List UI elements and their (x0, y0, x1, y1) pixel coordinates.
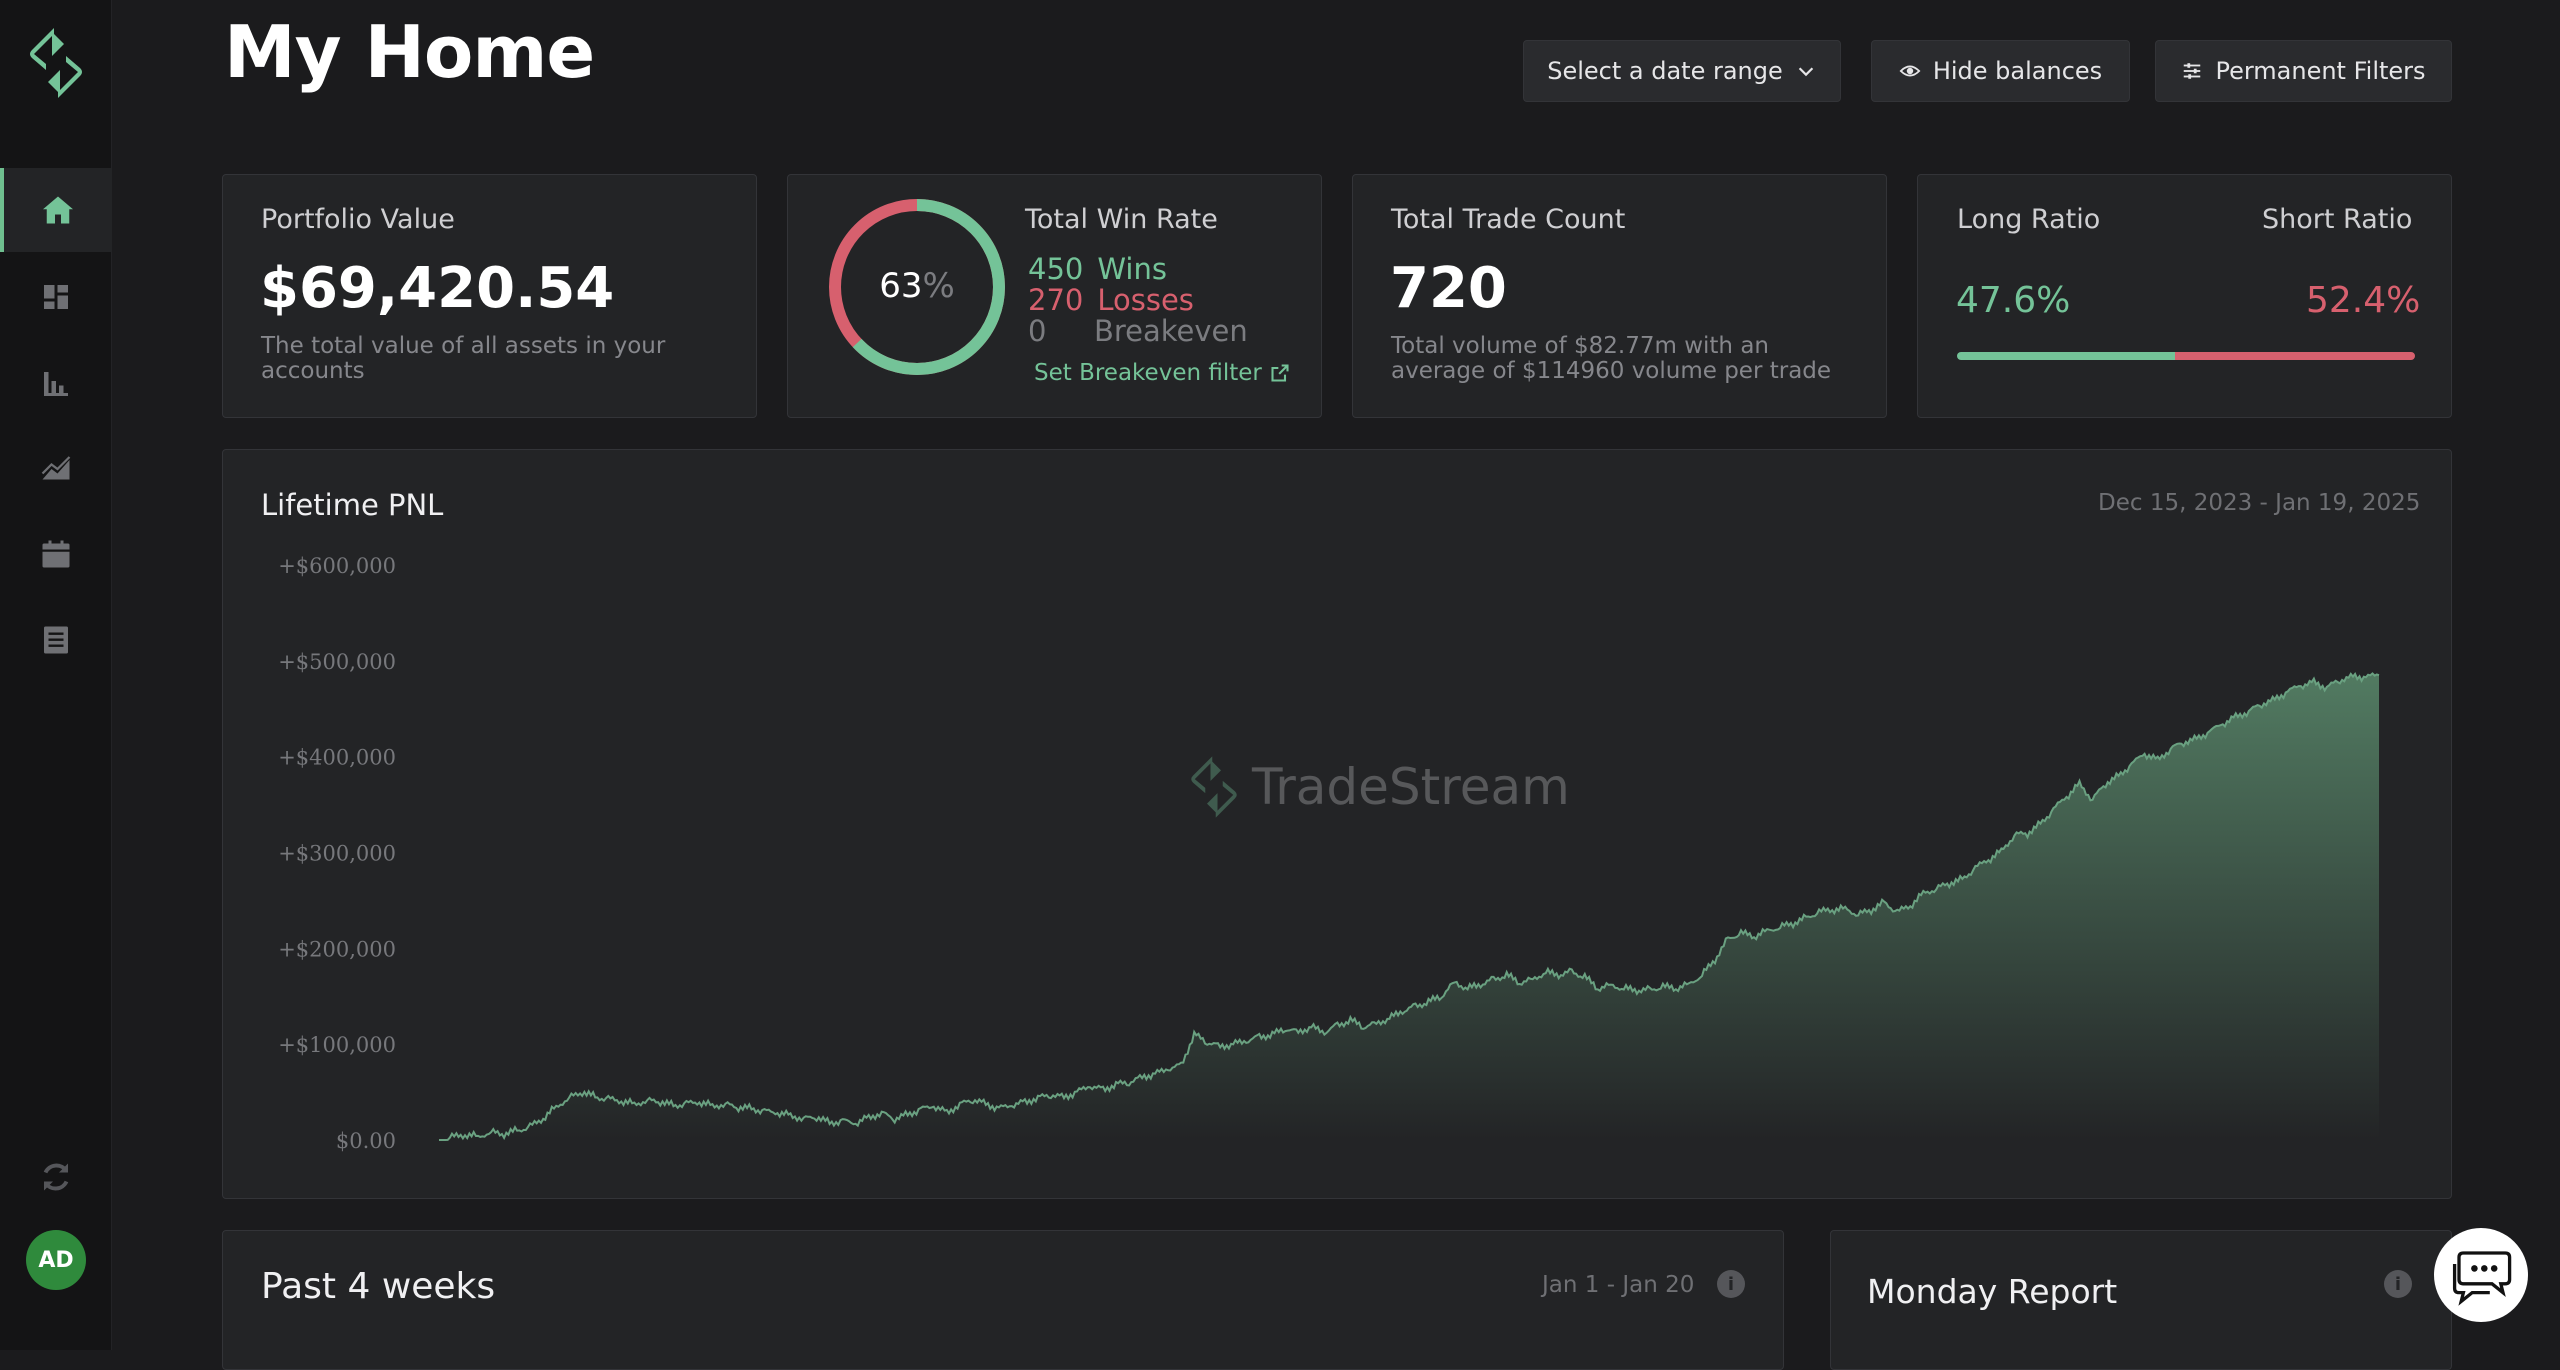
long-short-ratio-card (1917, 174, 2452, 418)
watermark-logo-icon (1191, 756, 1237, 818)
permanent-filters-button[interactable]: Permanent Filters (2155, 40, 2452, 102)
y-axis-ticks: +$600,000 +$500,000 +$400,000 +$300,000 +$20… (278, 554, 396, 1153)
lifetime-pnl-chart: +$600,000 +$500,000 +$400,000 +$300,000 +$20… (278, 554, 2380, 1153)
nav-dashboard[interactable] (0, 255, 112, 339)
losses-count: 270 (1028, 283, 1084, 317)
nav-analytics[interactable] (0, 427, 112, 511)
chat-button[interactable] (2434, 1228, 2528, 1322)
portfolio-value-label: Portfolio Value (261, 204, 455, 235)
y-tick-label: +$100,000 (278, 1033, 396, 1057)
wins-arc (829, 199, 1005, 375)
wins-count: 450 (1028, 252, 1084, 286)
user-avatar[interactable]: AD (26, 1230, 86, 1290)
wins-label: Wins (1097, 252, 1167, 286)
permanent-filters-label: Permanent Filters (2215, 57, 2426, 85)
nav-journal[interactable] (0, 598, 112, 682)
y-tick-label: $0.00 (336, 1129, 396, 1153)
portfolio-value-card (222, 174, 757, 418)
pnl-line (439, 671, 2380, 1141)
page-title: My Home (224, 10, 595, 94)
y-tick-label: +$300,000 (278, 842, 396, 866)
trade-count-description: Total volume of $82.77m with an average … (1391, 333, 1832, 384)
short-ratio-label: Short Ratio (2262, 204, 2413, 235)
y-tick-label: +$500,000 (278, 650, 396, 674)
long-ratio-label: Long Ratio (1957, 204, 2101, 235)
win-rate-percent: 63% (826, 266, 1008, 306)
short-ratio-fill (2175, 352, 2415, 360)
chevron-down-icon (1798, 67, 1813, 77)
tradestream-logo-icon (30, 28, 82, 98)
losses-label: Losses (1097, 283, 1194, 317)
document-icon (44, 626, 68, 654)
eye-icon (1899, 65, 1921, 77)
y-tick-label: +$400,000 (278, 746, 396, 770)
portfolio-description: The total value of all assets in your ac… (261, 333, 666, 384)
breakeven-count: 0 (1028, 314, 1047, 348)
long-ratio-fill (1957, 352, 2175, 360)
monday-report-info-icon[interactable]: i (2384, 1270, 2412, 1298)
ratio-bar (1957, 352, 2415, 360)
logo[interactable] (24, 24, 88, 102)
win-rate-percent-sign: % (922, 266, 955, 306)
bar-chart-icon (44, 372, 68, 396)
set-breakeven-filter-link[interactable]: Set Breakeven filter (1034, 360, 1290, 386)
external-link-icon (1271, 364, 1289, 382)
dashboard-icon (44, 285, 68, 309)
calendar-icon (42, 540, 70, 568)
sliders-icon (2184, 63, 2201, 79)
trade-count-value: 720 (1390, 256, 1507, 321)
past-weeks-card (222, 1230, 1784, 1370)
wins-row: 450 Wins (1028, 252, 1167, 286)
sync-button[interactable] (34, 1155, 78, 1199)
watermark-text: TradeStream (1252, 758, 1570, 816)
monday-report-card (1830, 1230, 2452, 1370)
past-weeks-date-range: Jan 1 - Jan 20 (1542, 1272, 1695, 1298)
date-range-select[interactable]: Select a date range (1523, 40, 1841, 102)
set-breakeven-filter-label: Set Breakeven filter (1034, 360, 1262, 386)
win-rate-donut (829, 199, 1005, 375)
breakeven-label: Breakeven (1094, 314, 1248, 348)
lifetime-pnl-date-range: Dec 15, 2023 - Jan 19, 2025 (2098, 490, 2421, 516)
win-rate-label: Total Win Rate (1025, 204, 1218, 235)
short-ratio-value: 52.4% (2306, 280, 2421, 321)
refresh-icon (43, 1163, 69, 1191)
info-icon[interactable]: i (1717, 1270, 1745, 1298)
watermark: TradeStream (1186, 752, 1570, 822)
nav-home[interactable] (0, 168, 112, 252)
y-tick-label: +$600,000 (278, 554, 396, 578)
past-weeks-title: Past 4 weeks (261, 1266, 496, 1307)
chat-icon (2452, 1251, 2512, 1306)
pnl-area (439, 673, 2379, 1140)
home-icon (43, 196, 73, 224)
monday-report-title: Monday Report (1867, 1272, 2118, 1311)
portfolio-value: $69,420.54 (260, 256, 615, 321)
win-rate-number: 63 (879, 266, 923, 306)
y-tick-label: +$200,000 (278, 937, 396, 961)
date-range-label: Select a date range (1547, 57, 1783, 85)
trade-count-card (1352, 174, 1887, 418)
sidebar: AD (0, 0, 112, 1350)
breakeven-row: 0 Breakeven (1028, 314, 1248, 348)
hide-balances-button[interactable]: Hide balances (1871, 40, 2130, 102)
user-initials: AD (38, 1247, 74, 1273)
hide-balances-label: Hide balances (1932, 57, 2103, 85)
line-chart-icon (41, 456, 71, 480)
losses-row: 270 Losses (1028, 283, 1194, 317)
nav-reports[interactable] (0, 342, 112, 426)
trade-count-label: Total Trade Count (1391, 204, 1626, 235)
long-ratio-value: 47.6% (1956, 280, 2071, 321)
lifetime-pnl-title: Lifetime PNL (261, 488, 444, 522)
nav-calendar[interactable] (0, 512, 112, 596)
